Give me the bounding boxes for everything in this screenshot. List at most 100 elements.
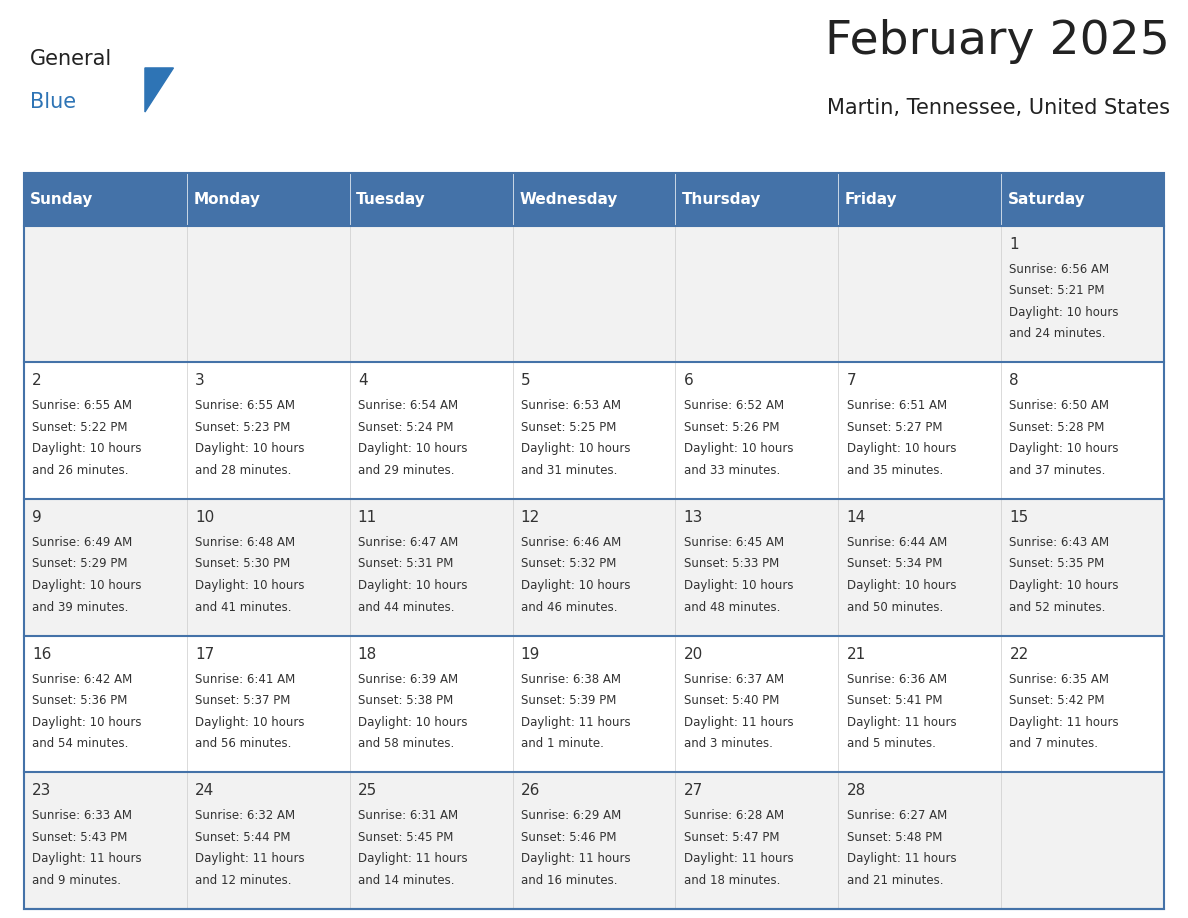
Text: Sunrise: 6:55 AM: Sunrise: 6:55 AM xyxy=(32,399,132,412)
Text: Daylight: 10 hours: Daylight: 10 hours xyxy=(1010,306,1119,319)
Bar xyxy=(24,173,1164,909)
Text: Sunrise: 6:39 AM: Sunrise: 6:39 AM xyxy=(358,673,457,686)
Bar xyxy=(24,635,1164,772)
Text: Daylight: 10 hours: Daylight: 10 hours xyxy=(1010,442,1119,455)
Text: Thursday: Thursday xyxy=(682,192,762,207)
Text: Sunset: 5:47 PM: Sunset: 5:47 PM xyxy=(683,831,779,844)
Text: Daylight: 10 hours: Daylight: 10 hours xyxy=(358,442,467,455)
Text: 3: 3 xyxy=(195,374,204,388)
Text: and 14 minutes.: and 14 minutes. xyxy=(358,874,454,887)
Text: Sunrise: 6:31 AM: Sunrise: 6:31 AM xyxy=(358,809,457,823)
Text: Daylight: 11 hours: Daylight: 11 hours xyxy=(32,852,141,866)
Text: Daylight: 11 hours: Daylight: 11 hours xyxy=(358,852,467,866)
Text: and 44 minutes.: and 44 minutes. xyxy=(358,600,454,613)
Text: 24: 24 xyxy=(195,783,214,798)
Text: and 33 minutes.: and 33 minutes. xyxy=(683,465,779,477)
Text: Sunrise: 6:33 AM: Sunrise: 6:33 AM xyxy=(32,809,132,823)
Text: Daylight: 11 hours: Daylight: 11 hours xyxy=(195,852,304,866)
Text: 21: 21 xyxy=(847,646,866,662)
Text: and 46 minutes.: and 46 minutes. xyxy=(520,600,618,613)
Text: and 24 minutes.: and 24 minutes. xyxy=(1010,328,1106,341)
Text: Sunrise: 6:32 AM: Sunrise: 6:32 AM xyxy=(195,809,295,823)
Text: 25: 25 xyxy=(358,783,377,798)
Text: and 56 minutes.: and 56 minutes. xyxy=(195,737,291,750)
Text: and 50 minutes.: and 50 minutes. xyxy=(847,600,943,613)
Text: Daylight: 10 hours: Daylight: 10 hours xyxy=(683,579,794,592)
Text: Sunrise: 6:56 AM: Sunrise: 6:56 AM xyxy=(1010,263,1110,275)
Text: Sunset: 5:34 PM: Sunset: 5:34 PM xyxy=(847,557,942,570)
Text: Sunset: 5:46 PM: Sunset: 5:46 PM xyxy=(520,831,617,844)
Text: Sunrise: 6:36 AM: Sunrise: 6:36 AM xyxy=(847,673,947,686)
Text: 18: 18 xyxy=(358,646,377,662)
Text: 13: 13 xyxy=(683,510,703,525)
Text: and 37 minutes.: and 37 minutes. xyxy=(1010,465,1106,477)
Text: Daylight: 11 hours: Daylight: 11 hours xyxy=(520,852,631,866)
Text: Sunset: 5:45 PM: Sunset: 5:45 PM xyxy=(358,831,453,844)
Text: Sunset: 5:35 PM: Sunset: 5:35 PM xyxy=(1010,557,1105,570)
Text: Sunset: 5:37 PM: Sunset: 5:37 PM xyxy=(195,694,290,707)
Text: 23: 23 xyxy=(32,783,51,798)
Text: 16: 16 xyxy=(32,646,51,662)
Text: Sunset: 5:30 PM: Sunset: 5:30 PM xyxy=(195,557,290,570)
Text: Daylight: 11 hours: Daylight: 11 hours xyxy=(683,852,794,866)
Text: Daylight: 10 hours: Daylight: 10 hours xyxy=(195,716,304,729)
Text: Daylight: 10 hours: Daylight: 10 hours xyxy=(32,579,141,592)
Text: 4: 4 xyxy=(358,374,367,388)
Text: Sunrise: 6:47 AM: Sunrise: 6:47 AM xyxy=(358,536,459,549)
Text: Daylight: 10 hours: Daylight: 10 hours xyxy=(195,579,304,592)
Text: 6: 6 xyxy=(683,374,694,388)
Text: Tuesday: Tuesday xyxy=(356,192,425,207)
Text: Daylight: 11 hours: Daylight: 11 hours xyxy=(683,716,794,729)
Text: Daylight: 10 hours: Daylight: 10 hours xyxy=(358,579,467,592)
Text: Daylight: 11 hours: Daylight: 11 hours xyxy=(520,716,631,729)
Bar xyxy=(24,363,1164,499)
Text: Sunrise: 6:51 AM: Sunrise: 6:51 AM xyxy=(847,399,947,412)
Text: Sunset: 5:26 PM: Sunset: 5:26 PM xyxy=(683,420,779,434)
Text: 22: 22 xyxy=(1010,646,1029,662)
Text: General: General xyxy=(30,49,112,69)
Text: Daylight: 10 hours: Daylight: 10 hours xyxy=(847,579,956,592)
Bar xyxy=(24,499,1164,635)
Text: Sunset: 5:32 PM: Sunset: 5:32 PM xyxy=(520,557,617,570)
Text: Sunset: 5:43 PM: Sunset: 5:43 PM xyxy=(32,831,127,844)
Text: Sunset: 5:25 PM: Sunset: 5:25 PM xyxy=(520,420,617,434)
Text: Sunrise: 6:52 AM: Sunrise: 6:52 AM xyxy=(683,399,784,412)
Text: Sunrise: 6:35 AM: Sunrise: 6:35 AM xyxy=(1010,673,1110,686)
Text: 17: 17 xyxy=(195,646,214,662)
Text: 15: 15 xyxy=(1010,510,1029,525)
Text: Daylight: 10 hours: Daylight: 10 hours xyxy=(195,442,304,455)
Text: 19: 19 xyxy=(520,646,541,662)
Text: Sunset: 5:22 PM: Sunset: 5:22 PM xyxy=(32,420,127,434)
Text: and 1 minute.: and 1 minute. xyxy=(520,737,604,750)
Text: Sunset: 5:48 PM: Sunset: 5:48 PM xyxy=(847,831,942,844)
Text: 1: 1 xyxy=(1010,237,1019,252)
Text: Sunset: 5:24 PM: Sunset: 5:24 PM xyxy=(358,420,454,434)
Text: Sunrise: 6:29 AM: Sunrise: 6:29 AM xyxy=(520,809,621,823)
Text: Sunrise: 6:41 AM: Sunrise: 6:41 AM xyxy=(195,673,295,686)
Text: and 58 minutes.: and 58 minutes. xyxy=(358,737,454,750)
Text: Daylight: 10 hours: Daylight: 10 hours xyxy=(32,716,141,729)
Text: Daylight: 11 hours: Daylight: 11 hours xyxy=(847,852,956,866)
Text: Daylight: 10 hours: Daylight: 10 hours xyxy=(520,579,630,592)
Text: Daylight: 10 hours: Daylight: 10 hours xyxy=(1010,579,1119,592)
Text: Sunset: 5:27 PM: Sunset: 5:27 PM xyxy=(847,420,942,434)
Text: Sunset: 5:41 PM: Sunset: 5:41 PM xyxy=(847,694,942,707)
Text: Sunday: Sunday xyxy=(30,192,94,207)
Text: Friday: Friday xyxy=(845,192,897,207)
Text: Daylight: 10 hours: Daylight: 10 hours xyxy=(520,442,630,455)
Text: and 48 minutes.: and 48 minutes. xyxy=(683,600,781,613)
Text: 11: 11 xyxy=(358,510,377,525)
Text: Sunset: 5:23 PM: Sunset: 5:23 PM xyxy=(195,420,290,434)
Text: Sunrise: 6:38 AM: Sunrise: 6:38 AM xyxy=(520,673,620,686)
Text: Sunrise: 6:45 AM: Sunrise: 6:45 AM xyxy=(683,536,784,549)
Text: and 16 minutes.: and 16 minutes. xyxy=(520,874,618,887)
Text: and 3 minutes.: and 3 minutes. xyxy=(683,737,772,750)
Text: February 2025: February 2025 xyxy=(826,19,1170,64)
Bar xyxy=(24,226,1164,363)
Text: Sunset: 5:44 PM: Sunset: 5:44 PM xyxy=(195,831,290,844)
Text: Daylight: 10 hours: Daylight: 10 hours xyxy=(683,442,794,455)
Text: Saturday: Saturday xyxy=(1007,192,1086,207)
Text: Sunrise: 6:48 AM: Sunrise: 6:48 AM xyxy=(195,536,295,549)
Text: Sunrise: 6:50 AM: Sunrise: 6:50 AM xyxy=(1010,399,1110,412)
Text: 28: 28 xyxy=(847,783,866,798)
